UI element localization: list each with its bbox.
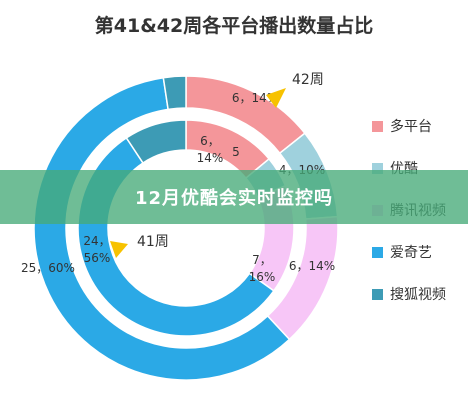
- series-name-1: 41周: [137, 234, 169, 250]
- data-label-line-s1-2-1: 16%: [249, 270, 276, 284]
- data-label-s0-0: 6，14%: [232, 91, 278, 105]
- data-label-line-s0-2-0: 6，14%: [289, 259, 335, 273]
- data-label-line-s0-3-0: 25，60%: [21, 261, 75, 275]
- data-label-s0-3: 25，60%: [21, 261, 75, 275]
- legend-swatch-0: [372, 121, 383, 132]
- slice-s0-3: [33, 76, 291, 381]
- series-marker-1: [110, 241, 128, 258]
- legend-label-4: 搜狐视频: [390, 287, 446, 303]
- legend-label-0: 多平台: [390, 118, 432, 135]
- slice-s1-4: [125, 119, 187, 164]
- data-label-line-s1-1-0: 5: [232, 145, 240, 159]
- data-label-s1-0: 6， 14%: [197, 134, 224, 165]
- legend-swatch-4: [372, 289, 383, 300]
- data-label-s1-1: 5: [232, 145, 240, 159]
- data-label-line-s1-3-0: 24，: [83, 234, 110, 248]
- data-label-line-s1-3-1: 56%: [84, 251, 111, 265]
- series-name-0: 42周: [292, 72, 324, 88]
- data-label-s1-2: 7， 16%: [249, 253, 276, 284]
- data-label-line-s0-0-0: 6，14%: [232, 91, 278, 105]
- series-marker-0: [266, 88, 286, 108]
- chart-title: 第41&42周各平台播出数量占比: [94, 15, 374, 37]
- slice-s0-4: [162, 75, 187, 111]
- legend-swatch-1: [372, 163, 383, 174]
- data-label-line-s1-2-0: 7，: [252, 253, 272, 267]
- data-label-line-s1-0-1: 14%: [197, 151, 224, 165]
- legend-swatch-3: [372, 247, 383, 258]
- legend-label-3: 爱奇艺: [390, 244, 432, 261]
- data-label-line-s1-0-0: 6，: [200, 134, 220, 148]
- data-label-s0-2: 6，14%: [289, 259, 335, 273]
- overlay-banner: 12月优酷会实时监控吗: [0, 170, 468, 224]
- data-label-s1-3: 24， 56%: [83, 234, 110, 265]
- slice-s1-3: [77, 136, 275, 337]
- overlay-text: 12月优酷会实时监控吗: [134, 188, 334, 209]
